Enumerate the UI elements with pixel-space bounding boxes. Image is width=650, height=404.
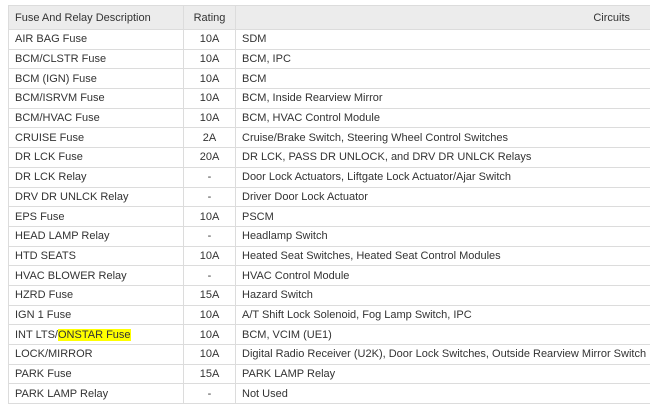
table-cell: Cruise/Brake Switch, Steering Wheel Cont… [236,128,650,148]
table-cell: 15A [184,285,236,305]
table-cell: SDM [236,30,650,50]
table-row: PARK LAMP Relay-Not Used [9,384,650,404]
table-cell: A/T Shift Lock Solenoid, Fog Lamp Switch… [236,305,650,325]
table-cell: - [184,384,236,404]
table-cell: HZRD Fuse [9,285,184,305]
table-cell: 2A [184,128,236,148]
table-cell: Hazard Switch [236,285,650,305]
table-row: HVAC BLOWER Relay-HVAC Control Module [9,266,650,286]
table-cell: 10A [184,345,236,365]
highlighted-text: ONSTAR Fuse [58,329,131,341]
table-cell: Driver Door Lock Actuator [236,187,650,207]
table-cell: IGN 1 Fuse [9,305,184,325]
table-cell: BCM, IPC [236,49,650,69]
table-cell: PSCM [236,207,650,227]
table-cell: 10A [184,325,236,345]
table-row: DR LCK Relay-Door Lock Actuators, Liftga… [9,167,650,187]
table-cell: HVAC BLOWER Relay [9,266,184,286]
table-cell: PARK LAMP Relay [236,364,650,384]
table-cell: Digital Radio Receiver (U2K), Door Lock … [236,345,650,365]
table-cell: 20A [184,148,236,168]
table-cell: Headlamp Switch [236,226,650,246]
header-cell: Rating [184,6,236,30]
table-cell: BCM, HVAC Control Module [236,108,650,128]
table-cell: - [184,167,236,187]
table-cell: BCM (IGN) Fuse [9,69,184,89]
table-cell: BCM/ISRVM Fuse [9,89,184,109]
table-cell: INT LTS/ONSTAR Fuse [9,325,184,345]
table-cell: HEAD LAMP Relay [9,226,184,246]
table-cell: DR LCK, PASS DR UNLOCK, and DRV DR UNLCK… [236,148,650,168]
table-cell: BCM, VCIM (UE1) [236,325,650,345]
table-cell: DRV DR UNLCK Relay [9,187,184,207]
table-cell: 15A [184,364,236,384]
table-cell: DR LCK Fuse [9,148,184,168]
table-cell: - [184,187,236,207]
cell-text: INT LTS/ [15,329,58,341]
header-cell: Circuits [236,6,650,30]
table-row: HEAD LAMP Relay-Headlamp Switch [9,226,650,246]
table-cell: 10A [184,30,236,50]
table-cell: DR LCK Relay [9,167,184,187]
table-cell: 10A [184,305,236,325]
header-cell: Fuse And Relay Description [9,6,184,30]
table-cell: Heated Seat Switches, Heated Seat Contro… [236,246,650,266]
table-cell: 10A [184,69,236,89]
table-cell: - [184,226,236,246]
table-cell: EPS Fuse [9,207,184,227]
table-cell: PARK LAMP Relay [9,384,184,404]
table-cell: PARK Fuse [9,364,184,384]
table-cell: AIR BAG Fuse [9,30,184,50]
table-cell: BCM/CLSTR Fuse [9,49,184,69]
table-cell: Door Lock Actuators, Liftgate Lock Actua… [236,167,650,187]
table-cell: - [184,266,236,286]
table-cell: BCM/HVAC Fuse [9,108,184,128]
table-cell: 10A [184,89,236,109]
table-cell: 10A [184,49,236,69]
table-cell: 10A [184,108,236,128]
table-cell: HTD SEATS [9,246,184,266]
table-cell: HVAC Control Module [236,266,650,286]
table-cell: Not Used [236,384,650,404]
table-cell: 10A [184,246,236,266]
table-cell: 10A [184,207,236,227]
table-cell: LOCK/MIRROR [9,345,184,365]
table-cell: BCM, Inside Rearview Mirror [236,89,650,109]
table-row: DRV DR UNLCK Relay-Driver Door Lock Actu… [9,187,650,207]
table-cell: BCM [236,69,650,89]
table-cell: CRUISE Fuse [9,128,184,148]
